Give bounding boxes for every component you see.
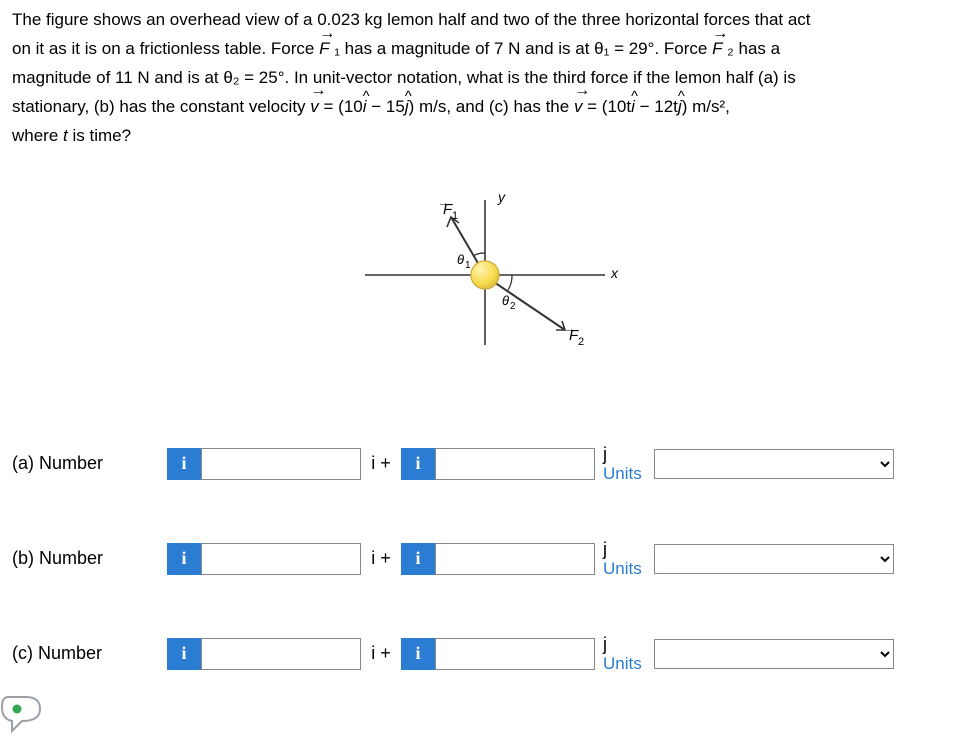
part-a-label: (a) Number <box>12 453 167 474</box>
diagram-container: y x F → 1 θ 1 F → 2 θ 2 <box>12 190 958 385</box>
plus-label: i + <box>361 453 401 474</box>
part-a-row: (a) Number i i + i j Units <box>12 445 958 482</box>
i-hat-1: ^i <box>363 93 367 122</box>
part-c-j-input[interactable] <box>435 638 595 670</box>
part-a-units-select[interactable] <box>654 449 894 479</box>
axis-x-label: x <box>610 265 619 281</box>
j-hat-2: ^j <box>678 93 682 122</box>
j-hat-1: ^j <box>405 93 409 122</box>
info-icon[interactable]: i <box>401 638 435 670</box>
theta1-label: θ <box>457 252 464 267</box>
j-label: j <box>603 635 642 653</box>
units-label: Units <box>603 465 642 482</box>
j-label: j <box>603 445 642 463</box>
units-label: Units <box>603 655 642 672</box>
q-line-1: The figure shows an overhead view of a 0… <box>12 6 958 35</box>
svg-text:1: 1 <box>452 210 458 222</box>
chat-bubble-icon[interactable] <box>0 693 46 733</box>
part-c-units-select[interactable] <box>654 639 894 669</box>
info-icon[interactable]: i <box>167 638 201 670</box>
svg-text:→: → <box>438 197 449 209</box>
part-c-label: (c) Number <box>12 643 167 664</box>
part-a-j-input[interactable] <box>435 448 595 480</box>
i-hat-2: ^i <box>631 93 635 122</box>
j-label: j <box>603 540 642 558</box>
question-text: The figure shows an overhead view of a 0… <box>12 6 958 150</box>
q-line-3: magnitude of 11 N and is at θ₂ = 25°. In… <box>12 64 958 93</box>
plus-label: i + <box>361 643 401 664</box>
vec-v2: →v <box>574 93 583 122</box>
part-b-label: (b) Number <box>12 548 167 569</box>
q-line-4: stationary, (b) has the constant velocit… <box>12 93 958 122</box>
svg-text:1: 1 <box>465 260 471 271</box>
info-icon[interactable]: i <box>401 448 435 480</box>
svg-text:2: 2 <box>578 336 584 348</box>
q-line-2: on it as it is on a frictionless table. … <box>12 35 958 64</box>
part-b-j-input[interactable] <box>435 543 595 575</box>
svg-text:2: 2 <box>510 301 516 312</box>
answers-section: (a) Number i i + i j Units (b) Number i … <box>12 445 958 672</box>
part-b-row: (b) Number i i + i j Units <box>12 540 958 577</box>
force-diagram: y x F → 1 θ 1 F → 2 θ 2 <box>335 190 635 380</box>
vec-v1: →v <box>310 93 319 122</box>
vec-F1: →F <box>319 35 329 64</box>
part-c-i-input[interactable] <box>201 638 361 670</box>
units-label: Units <box>603 560 642 577</box>
part-b-units-select[interactable] <box>654 544 894 574</box>
vec-F2: →F <box>712 35 722 64</box>
info-icon[interactable]: i <box>401 543 435 575</box>
svg-text:→: → <box>564 323 575 335</box>
info-icon[interactable]: i <box>167 448 201 480</box>
part-b-i-input[interactable] <box>201 543 361 575</box>
q-line-5: where t is time? <box>12 122 958 151</box>
info-icon[interactable]: i <box>167 543 201 575</box>
plus-label: i + <box>361 548 401 569</box>
theta2-label: θ <box>502 293 509 308</box>
axis-y-label: y <box>497 190 506 205</box>
part-a-i-input[interactable] <box>201 448 361 480</box>
part-c-row: (c) Number i i + i j Units <box>12 635 958 672</box>
